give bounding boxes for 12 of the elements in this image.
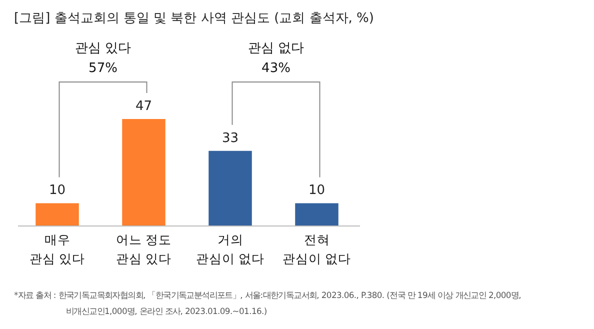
data-label: 47 bbox=[135, 99, 152, 114]
text: 관심 있다 57% bbox=[74, 41, 132, 76]
text: 관심 없다 43% bbox=[248, 41, 304, 76]
data-label: 33 bbox=[222, 130, 239, 146]
data-label: 10 bbox=[308, 183, 326, 198]
x-tick-label: 거의 관심이 없다 bbox=[196, 232, 265, 266]
x-tick-label: 매우 관심 있다 bbox=[29, 232, 86, 266]
text: *자료 출처 : 한국기독교목회자협의회, 「한국기독교분석리포트」, 서울:대한기독교서회, 2023.06., P.380. (전국 만 19세 이상 개신교인 2,000명, 비개신교인1,000명, 온라인 조사, 2023.01.09.~01.16.) bbox=[14, 290, 521, 316]
chart-title: [그림] 출석교회의 통일 및 북한 사역 관심도 (교회 출석자, %) bbox=[14, 11, 374, 26]
data-label: 10 bbox=[48, 183, 66, 198]
x-tick-label: 전혀 관심이 없다 bbox=[282, 232, 352, 266]
x-tick-label: 어느 정도 관심 있다 bbox=[116, 232, 172, 266]
